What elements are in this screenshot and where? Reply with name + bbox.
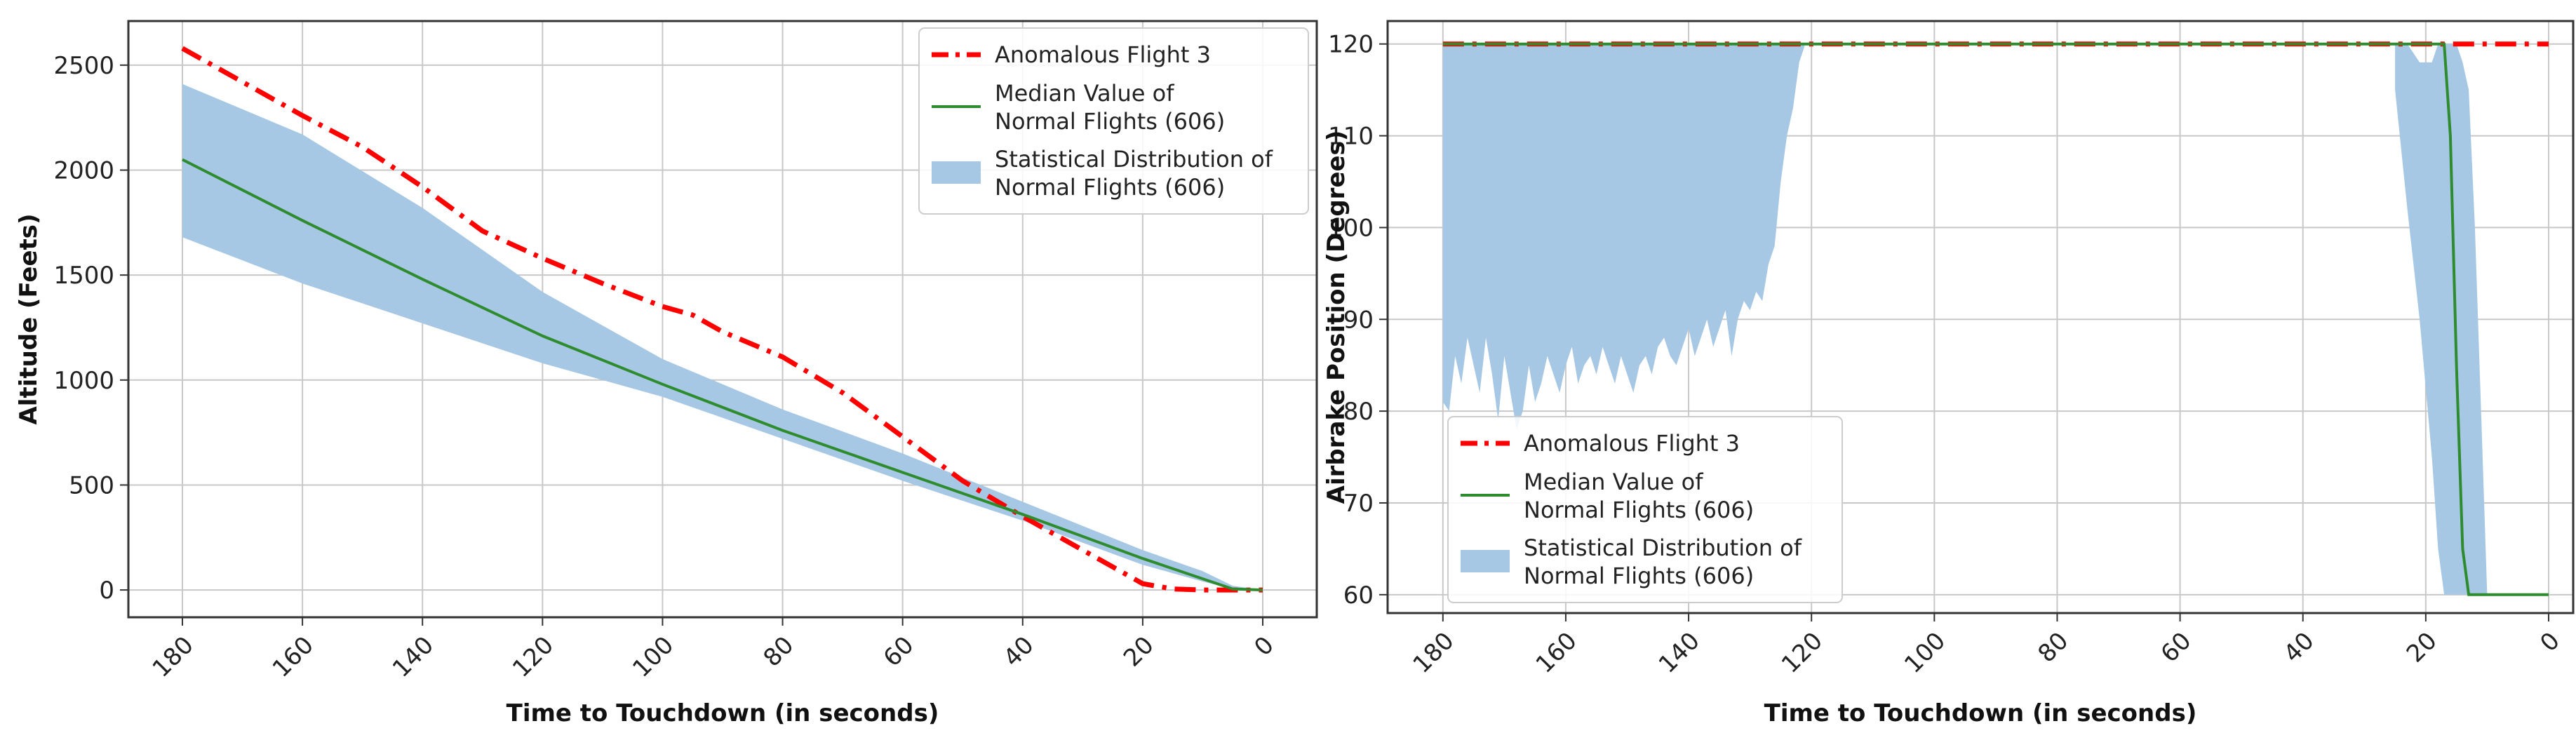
legend-label-line: Statistical Distribution of [1524, 534, 1802, 561]
x-tick-label: 40 [2279, 627, 2320, 668]
x-tick-label: 140 [1653, 627, 1705, 679]
x-tick-label: 80 [758, 631, 800, 673]
series-group [181, 46, 1263, 593]
series-group [1442, 41, 2549, 596]
legend-box [918, 27, 1309, 215]
legend-label-distribution: Statistical Distribution of Normal Flight… [995, 146, 1273, 201]
x-tick-label: 40 [998, 631, 1040, 673]
x-axis-title: Time to Touchdown (in seconds) [1764, 699, 2197, 727]
y-tick-label: 1500 [53, 262, 114, 290]
legend-label-line: Normal Flights (606) [995, 108, 1225, 135]
median-line [182, 158, 1263, 592]
legend-box [1447, 416, 1843, 603]
y-tick-label: 2000 [53, 157, 114, 185]
legend-label-line: Normal Flights (606) [1524, 563, 1754, 589]
altitude-chart: 180 160 140 120 100 80 60 40 20 00500100015002000… [15, 20, 1318, 727]
legend-swatch-distribution [1461, 550, 1510, 572]
x-tick-label: 180 [1408, 627, 1460, 679]
legend-label-anomalous: Anomalous Flight 3 [1524, 430, 1740, 457]
y-tick-label: 110 [1328, 123, 1374, 151]
anomalous-flight-line [181, 46, 1263, 593]
legend-label-line: Median Value of [995, 80, 1174, 107]
x-tick-label: 60 [2156, 627, 2197, 668]
x-tick-label: 20 [1118, 631, 1160, 673]
legend-label-anomalous: Anomalous Flight 3 [995, 41, 1211, 68]
legend-label-line: Median Value of [1524, 469, 1703, 495]
y-tick-label: 0 [99, 577, 114, 605]
legend-label-distribution: Statistical Distribution of Normal Flight… [1524, 534, 1802, 589]
x-tick-label: 20 [2401, 627, 2443, 668]
distribution-band [1442, 43, 1806, 430]
x-tick-label: 160 [267, 631, 319, 683]
x-tick-label: 0 [1249, 631, 1280, 662]
x-tick-label: 140 [387, 631, 439, 683]
x-tick-label: 80 [2032, 627, 2074, 668]
x-tick-label: 100 [627, 631, 679, 683]
y-tick-label: 100 [1328, 214, 1374, 242]
legend-label-median: Median Value of Normal Flights (606) [995, 80, 1225, 135]
x-tick-label: 180 [147, 631, 199, 683]
y-tick-label: 60 [1343, 581, 1374, 610]
y-tick-label: 80 [1343, 398, 1374, 426]
y-tick-label: 90 [1343, 306, 1374, 334]
legend-label-line: Normal Flights (606) [995, 174, 1225, 201]
y-axis-title: Altitude (Feets) [15, 213, 43, 424]
y-tick-label: 120 [1328, 31, 1374, 59]
x-tick-label: 100 [1899, 627, 1951, 679]
distribution-band [182, 83, 1263, 591]
distribution-band [2395, 43, 2488, 595]
plot-frame [127, 20, 1318, 619]
airbrake-chart: 180 160 140 120 100 80 60 40 20 0 60 70 80 90 100 110 12… [1322, 20, 2575, 727]
legend-swatch-distribution [932, 161, 981, 184]
y-axis-title: Airbrake Position (Degrees) [1322, 130, 1350, 504]
x-axis-title: Time to Touchdown (in seconds) [507, 699, 939, 727]
y-tick-label: 2500 [53, 52, 114, 80]
x-tick-label: 160 [1531, 627, 1583, 679]
y-tick-label: 70 [1343, 490, 1374, 518]
legend-label-line: Normal Flights (606) [1524, 497, 1754, 523]
legend-label-line: Statistical Distribution of [995, 146, 1273, 173]
x-tick-label: 60 [878, 631, 920, 673]
median-line [1442, 42, 2549, 596]
x-tick-label: 120 [507, 631, 559, 683]
plot-frame [1386, 20, 2575, 614]
legend-label-median: Median Value of Normal Flights (606) [1524, 469, 1754, 523]
y-tick-label: 1000 [53, 367, 114, 395]
x-tick-label: 120 [1776, 627, 1828, 679]
y-tick-label: 500 [69, 471, 114, 499]
x-tick-label: 0 [2535, 627, 2565, 658]
